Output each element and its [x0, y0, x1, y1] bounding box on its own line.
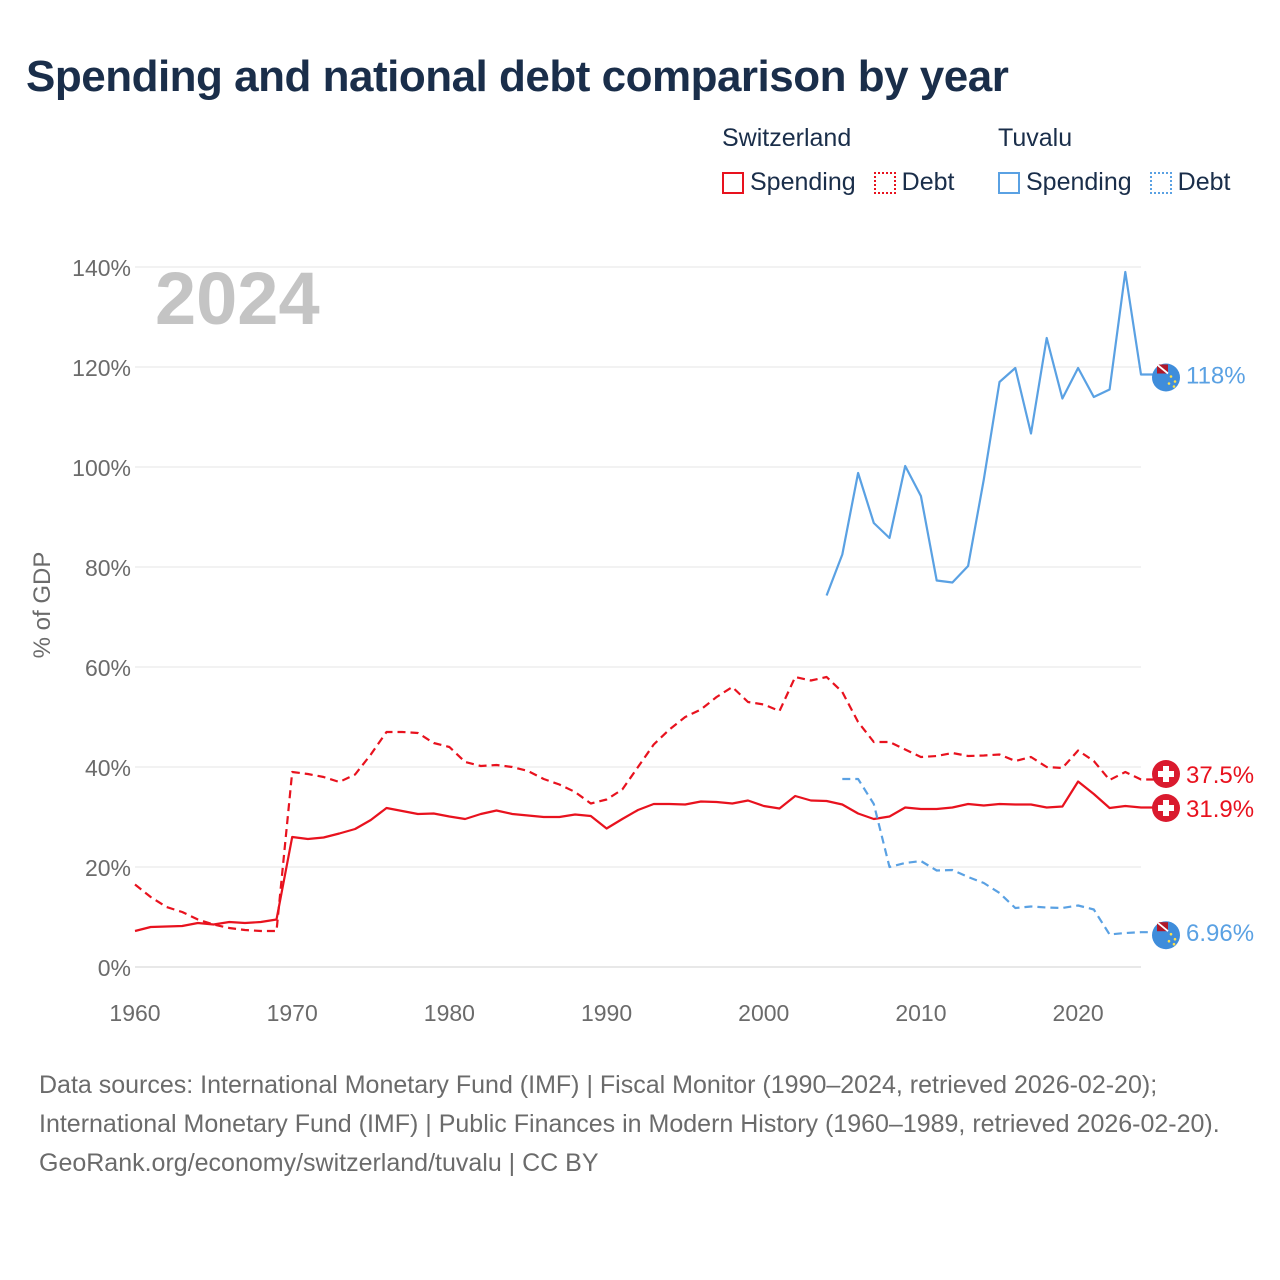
footer: Data sources: International Monetary Fun…: [39, 1066, 1239, 1183]
flag-star: [1169, 375, 1173, 378]
x-axis-ticks: 1960 1970 1980 1990 2000 2010 2020: [109, 1000, 1103, 1026]
y-axis-ticks: 0% 20% 40% 60% 80% 100% 120% 140%: [72, 255, 131, 981]
y-tick-label: 60%: [85, 655, 131, 681]
gridlines: [135, 266, 1141, 968]
legend-country-switzerland: Switzerland: [722, 124, 852, 152]
series-line-switzerland-debt[interactable]: [134, 675, 1155, 933]
y-tick-label: 80%: [85, 555, 131, 581]
y-tick-label: 20%: [85, 855, 131, 881]
legend-label: Spending: [1026, 168, 1132, 196]
end-label-tuvalu-spending: 118%: [1186, 363, 1246, 390]
line-chart: 2024 0% 20% 40% 60% 80% 100% 120% 140% 1960 1970…: [29, 255, 1254, 1026]
chart-title: Spending and national debt comparison by…: [26, 52, 1009, 101]
y-tick-label: 100%: [72, 455, 131, 481]
legend-country-tuvalu: Tuvalu: [998, 124, 1073, 152]
flag-star: [1173, 380, 1177, 383]
y-tick-label: 40%: [85, 755, 131, 781]
series-lines: [134, 270, 1155, 936]
x-tick-label: 1960: [109, 1000, 160, 1026]
x-tick-label: 2010: [895, 1000, 946, 1026]
flag-star: [1167, 382, 1171, 385]
legend-swatch-dotted-icon: [873, 171, 896, 194]
legend-item-switzerland-spending[interactable]: Spending: [722, 168, 856, 197]
legend-swatch-solid-icon: [722, 171, 744, 194]
legend-swatch-solid-icon: [998, 171, 1020, 194]
y-tick-label: 0%: [98, 955, 131, 981]
series-line-tuvalu-spending[interactable]: [825, 270, 1155, 596]
flag-star: [1167, 939, 1171, 943]
end-markers: 37.5% 31.9% 118% 6.96%: [1152, 363, 1254, 950]
legend-label: Debt: [901, 168, 955, 196]
x-tick-label: 1980: [424, 1000, 475, 1026]
flag-star: [1169, 932, 1173, 936]
y-tick-label: 120%: [72, 355, 131, 381]
end-label-switzerland-spending: 31.9%: [1186, 796, 1254, 823]
end-label-switzerland-debt: 37.5%: [1186, 762, 1254, 789]
y-axis-label: % of GDP: [29, 552, 56, 659]
y-tick-label: 140%: [72, 255, 131, 281]
legend-group-tuvalu: Tuvalu Spending Debt: [998, 124, 1248, 197]
x-tick-label: 1990: [581, 1000, 632, 1026]
flag-saltire: [1156, 363, 1169, 375]
x-tick-label: 2020: [1053, 1000, 1104, 1026]
x-tick-label: 1970: [267, 1000, 318, 1026]
legend-group-switzerland: Switzerland Spending Debt: [722, 124, 972, 197]
legend-swatch-dotted-icon: [1149, 171, 1172, 194]
flag-star: [1172, 942, 1176, 946]
legend-item-tuvalu-spending[interactable]: Spending: [998, 168, 1132, 197]
flag-cross-vertical: [1163, 766, 1169, 782]
data-sources: Data sources: International Monetary Fun…: [39, 1071, 1220, 1138]
flag-star: [1172, 385, 1176, 388]
legend-label: Debt: [1177, 168, 1231, 196]
legend-item-switzerland-debt[interactable]: Debt: [873, 168, 955, 197]
flag-star: [1173, 937, 1177, 941]
series-line-switzerland-spending[interactable]: [134, 780, 1155, 933]
legend-label: Spending: [750, 168, 856, 196]
end-label-tuvalu-debt: 6.96%: [1186, 920, 1254, 947]
series-line-tuvalu-debt[interactable]: [842, 777, 1155, 936]
x-tick-label: 2000: [738, 1000, 789, 1026]
year-watermark: 2024: [155, 257, 320, 340]
flag-cross-vertical: [1163, 800, 1169, 816]
attribution: GeoRank.org/economy/switzerland/tuvalu |…: [39, 1149, 599, 1177]
flag-saltire: [1156, 921, 1169, 932]
legend-item-tuvalu-debt[interactable]: Debt: [1149, 168, 1231, 197]
